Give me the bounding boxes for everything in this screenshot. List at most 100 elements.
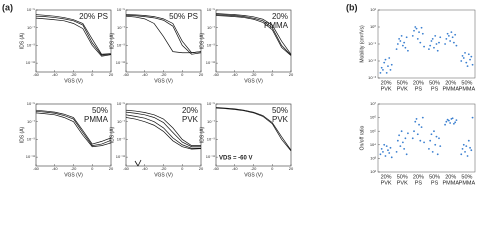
curve [215,14,292,56]
curve [35,17,112,57]
point [385,145,388,148]
y-axis-label: IDS (A) [19,32,25,49]
category-label: PMMA [459,86,476,92]
y-tick-label: 10² [370,169,376,174]
point [461,54,464,57]
category-label: 50% [429,174,440,180]
point [414,120,417,123]
point [411,137,414,140]
y-axis-label: Mobility (cm²/Vs) [359,25,365,63]
point [431,37,434,40]
x-tick-label: 0 [181,72,184,77]
point [471,63,474,66]
point [390,63,393,66]
point [464,151,466,153]
point [418,123,420,126]
curve [35,15,112,56]
point [413,130,415,133]
point [454,33,457,36]
figure: (a) (b) -60 -40 -20 0 20 10⁻¹¹ 10⁻⁹ 10⁻⁷ 10⁻⁵ 20%… [2,2,476,186]
point [439,36,442,39]
point [399,40,402,42]
x-axis-label: VGS (V) [154,172,173,178]
x-tick-label: -40 [142,166,149,171]
x-tick-label: -20 [251,166,258,171]
point [382,68,384,71]
y-tick-label: 10⁻¹¹ [116,154,126,159]
x-tick-label: -60 [213,166,220,171]
x-tick-label: -60 [123,72,130,77]
x-tick-label: 0 [271,166,274,171]
y-tick-label: 10⁻⁷ [117,119,126,124]
curve [35,14,112,55]
plot-frame [377,9,476,79]
point [388,152,391,154]
point [435,43,438,45]
y-tick-label: 10⁻¹¹ [26,60,36,65]
x-tick-label: 20 [289,166,294,171]
point [466,155,469,157]
point [407,132,409,135]
point [470,55,473,58]
point [387,149,389,152]
y-axis-label: IDS (A) [109,126,115,143]
point [445,120,448,123]
x-tick-label: 20 [109,72,114,77]
point [465,61,468,64]
curve [35,110,112,147]
x-tick-label: 0 [181,166,184,171]
y-tick-label: 10⁻¹¹ [116,60,126,65]
y-tick-label: 10⁻⁷ [117,25,126,30]
point [460,153,463,156]
point [430,133,433,136]
y-tick-label: 10⁻⁷ [27,119,36,124]
point [400,34,403,37]
y-tick-label: 10⁻⁵ [27,7,36,12]
y-tick-label: 10⁻¹¹ [26,154,36,159]
panel-label: (a) [2,2,13,12]
y-tick-label: 10⁻⁹ [207,42,216,47]
point [434,143,437,146]
curve [215,107,292,151]
point [446,32,449,35]
y-tick-label: 10⁻⁷ [207,25,216,30]
y-tick-label: 10⁷ [370,101,376,106]
point [399,145,402,148]
point [419,139,422,142]
point [401,141,404,144]
panel-tag: 50% [272,106,288,115]
point [407,49,409,52]
category-label: PS [431,86,439,92]
curve [35,112,112,148]
x-tick-label: -40 [232,166,239,171]
panel-tag: 50% PS [169,12,198,21]
point [405,36,408,39]
point [396,43,399,45]
point [467,53,470,56]
category-label: PS [415,86,423,92]
category-label: PVK [381,180,392,186]
x-tick-label: -20 [71,166,78,171]
point [470,149,473,152]
x-tick-label: -40 [52,166,59,171]
y-tick-label: 10⁴ [370,142,376,147]
y-axis-label: IDS (A) [109,32,115,49]
y-tick-label: 10⁻⁵ [117,7,126,12]
point [462,57,465,59]
point [433,130,435,133]
y-tick-label: 10⁻⁷ [27,25,36,30]
y-tick-label: 10⁻⁹ [27,136,36,141]
point [430,40,433,42]
point [452,122,455,125]
point [429,44,432,47]
point [444,43,446,45]
point [455,119,458,122]
y-tick-label: 10³ [370,155,376,160]
x-axis-label: VGS (V) [244,78,263,84]
point [433,46,435,49]
point [445,37,448,40]
x-tick-label: 20 [109,166,114,171]
point [414,26,417,28]
point [380,147,383,150]
point [455,44,458,47]
